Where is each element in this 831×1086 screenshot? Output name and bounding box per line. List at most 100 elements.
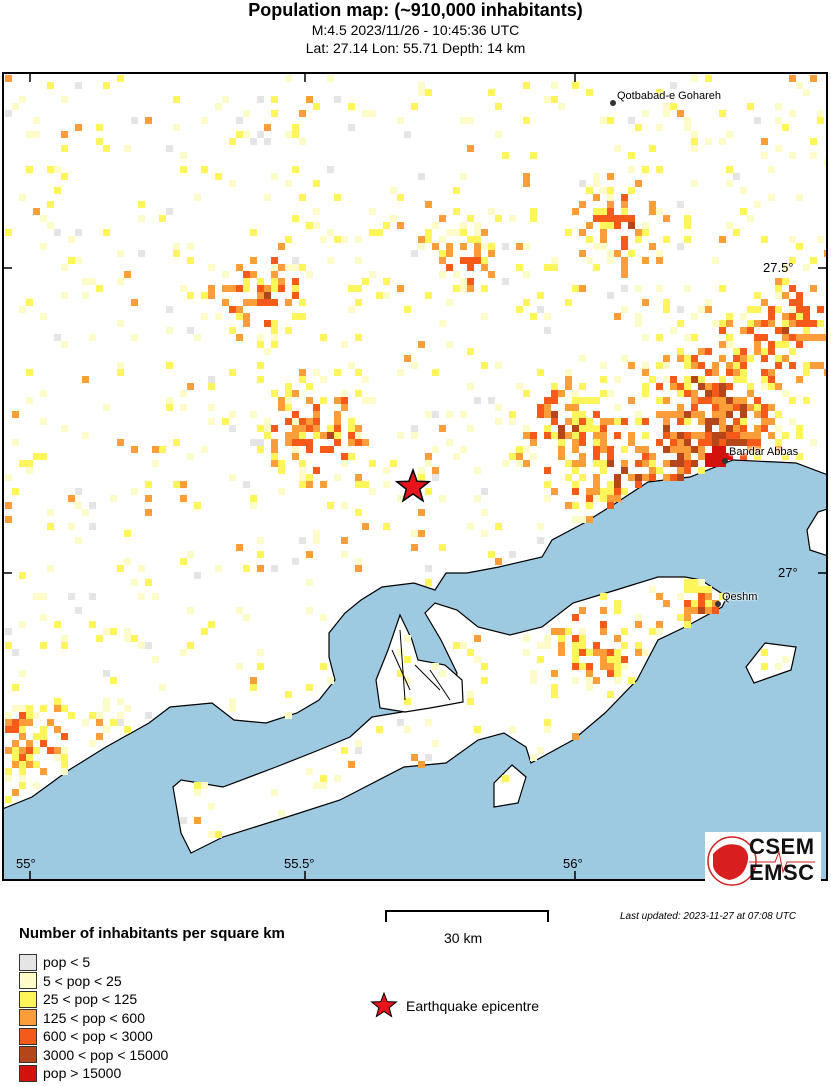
population-cell: [334, 425, 341, 432]
population-cell: [558, 432, 565, 439]
population-cell: [460, 278, 467, 285]
population-cell: [327, 75, 334, 82]
population-cell: [187, 551, 194, 558]
population-cell: [124, 271, 131, 278]
population-cell: [19, 621, 26, 628]
population-cell: [12, 439, 19, 446]
population-cell: [320, 432, 327, 439]
population-cell: [292, 264, 299, 271]
population-cell: [453, 187, 460, 194]
population-cell: [481, 488, 488, 495]
population-cell: [663, 110, 670, 117]
population-cell: [257, 439, 264, 446]
population-cell: [54, 621, 61, 628]
population-cell: [306, 439, 313, 446]
population-cell: [698, 439, 705, 446]
population-cell: [663, 432, 670, 439]
population-cell: [5, 768, 12, 775]
population-cell: [824, 369, 827, 376]
population-cell: [257, 285, 264, 292]
population-cell: [698, 446, 705, 453]
population-cell: [432, 411, 439, 418]
population-cell: [635, 446, 642, 453]
population-cell: [530, 677, 537, 684]
population-cell: [481, 257, 488, 264]
population-cell: [607, 691, 614, 698]
population-cell: [775, 446, 782, 453]
population-cell: [712, 607, 719, 614]
population-cell: [355, 299, 362, 306]
population-cell: [768, 320, 775, 327]
population-cell: [586, 425, 593, 432]
population-cell: [453, 271, 460, 278]
population-cell: [425, 453, 432, 460]
population-cell: [292, 432, 299, 439]
population-cell: [68, 257, 75, 264]
population-cell: [691, 145, 698, 152]
population-cell: [341, 460, 348, 467]
population-cell: [320, 334, 327, 341]
epicentre-star-icon[interactable]: [394, 467, 432, 503]
population-cell: [635, 313, 642, 320]
population-cell: [684, 383, 691, 390]
population-cell: [285, 236, 292, 243]
population-cell: [292, 446, 299, 453]
population-cell: [586, 397, 593, 404]
population-cell: [271, 285, 278, 292]
population-cell: [754, 411, 761, 418]
population-cell: [96, 712, 103, 719]
lat-label-27: 27°: [778, 565, 798, 580]
population-cell: [726, 341, 733, 348]
map-canvas[interactable]: [0, 0, 831, 900]
population-cell: [404, 131, 411, 138]
population-cell: [334, 369, 341, 376]
population-cell: [425, 89, 432, 96]
population-cell: [327, 502, 334, 509]
population-cell: [705, 460, 712, 467]
population-cell: [726, 362, 733, 369]
population-cell: [439, 544, 446, 551]
population-cell: [145, 642, 152, 649]
population-cell: [124, 558, 131, 565]
population-cell: [453, 208, 460, 215]
population-cell: [26, 299, 33, 306]
population-cell: [131, 299, 138, 306]
population-cell: [117, 565, 124, 572]
population-cell: [523, 82, 530, 89]
population-cell: [537, 747, 544, 754]
population-cell: [572, 460, 579, 467]
population-cell: [215, 831, 222, 838]
population-cell: [607, 292, 614, 299]
population-cell: [824, 250, 827, 257]
population-cell: [684, 460, 691, 467]
legend-label: 3000 < pop < 15000: [43, 1046, 169, 1063]
population-cell: [579, 355, 586, 362]
population-cell: [593, 425, 600, 432]
population-cell: [19, 747, 26, 754]
population-cell: [600, 425, 607, 432]
population-cell: [810, 257, 817, 264]
population-cell: [425, 488, 432, 495]
population-cell: [19, 194, 26, 201]
population-cell: [236, 334, 243, 341]
population-cell: [159, 446, 166, 453]
population-cell: [572, 82, 579, 89]
population-cell: [754, 117, 761, 124]
population-cell: [327, 425, 334, 432]
population-cell: [488, 551, 495, 558]
population-cell: [719, 418, 726, 425]
population-cell: [61, 761, 68, 768]
population-cell: [502, 152, 509, 159]
population-cell: [628, 250, 635, 257]
population-cell: [488, 271, 495, 278]
population-cell: [313, 425, 320, 432]
population-cell: [19, 670, 26, 677]
population-cell: [600, 432, 607, 439]
population-cell: [341, 236, 348, 243]
population-cell: [544, 313, 551, 320]
population-cell: [75, 82, 82, 89]
population-cell: [691, 355, 698, 362]
population-cell: [12, 719, 19, 726]
population-cell: [61, 173, 68, 180]
population-cell: [649, 460, 656, 467]
